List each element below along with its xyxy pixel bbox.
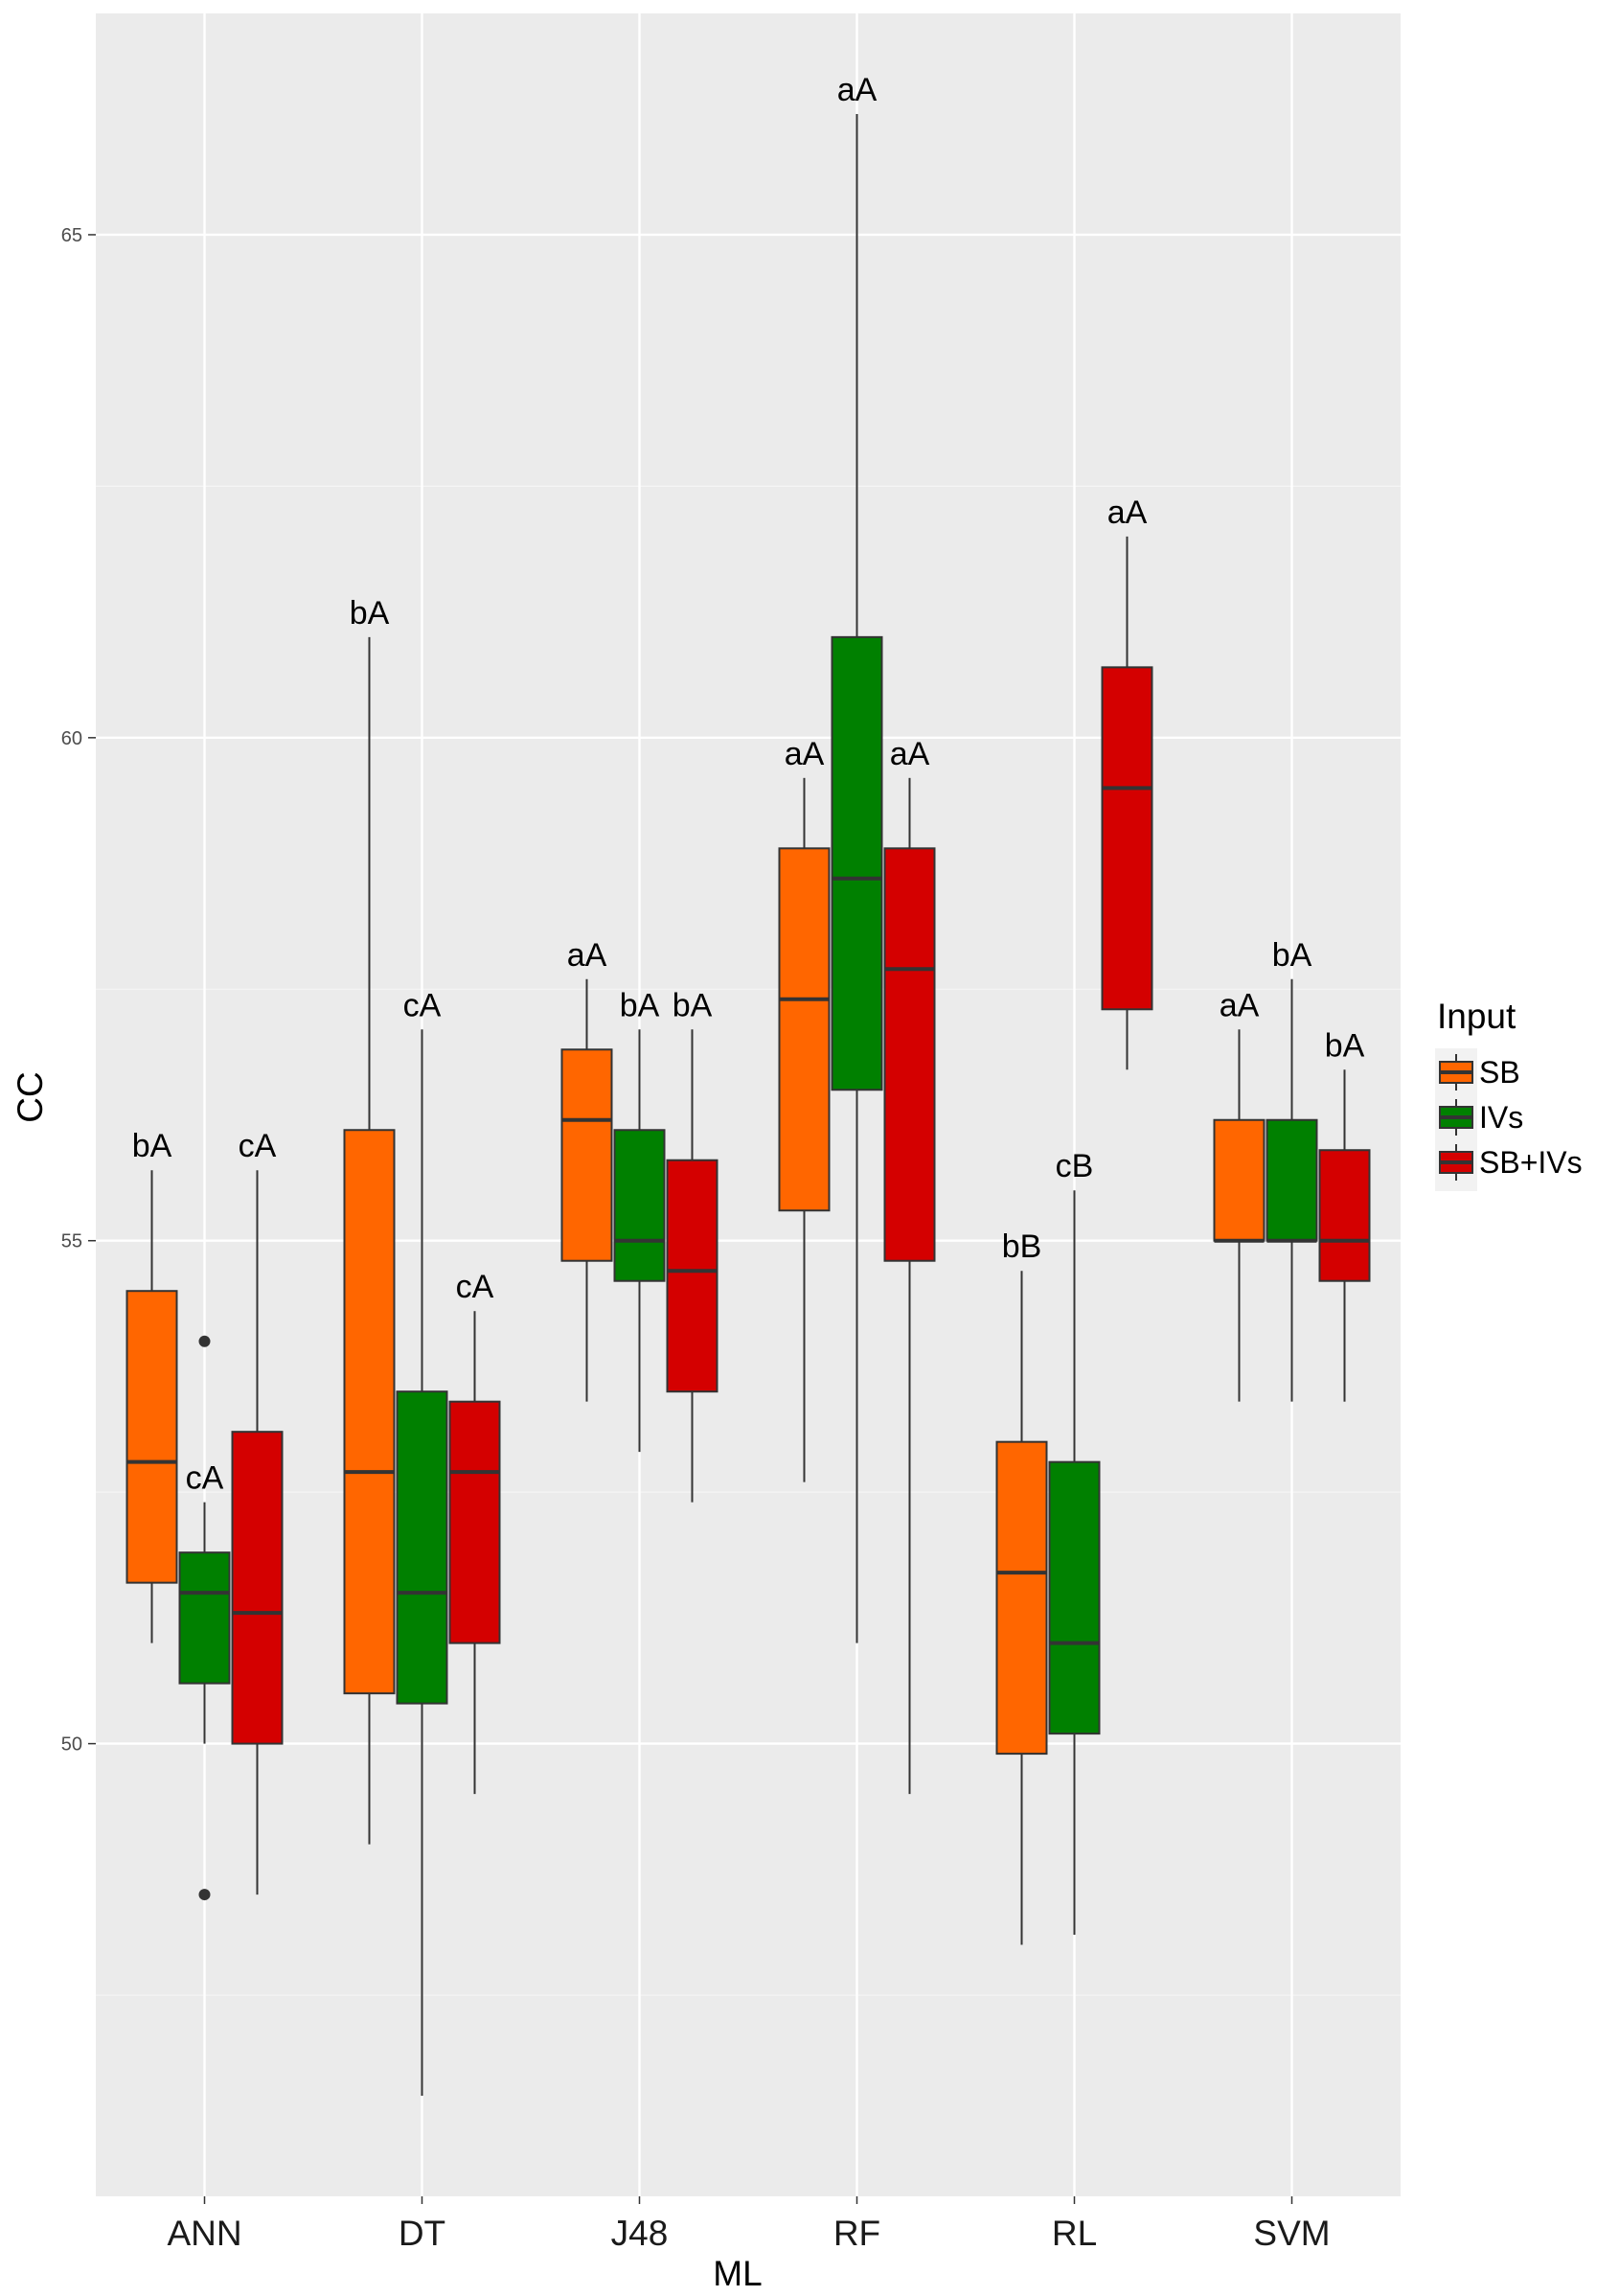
box-ann-sb bbox=[125, 1170, 178, 1643]
box-body bbox=[1101, 666, 1153, 1011]
legend: Input SB IVs SB+IVs bbox=[1435, 997, 1583, 1191]
box-svm-sb bbox=[1213, 1029, 1266, 1402]
significance-label: bA bbox=[620, 987, 660, 1023]
significance-label: bA bbox=[1272, 937, 1312, 974]
y-axis: 50 55 60 65 bbox=[61, 225, 96, 1756]
legend-item-sb: SB bbox=[1439, 1054, 1520, 1091]
box-svm-sb-ivs bbox=[1318, 1069, 1371, 1402]
outlier-point bbox=[198, 1889, 211, 1901]
legend-label: SB bbox=[1479, 1055, 1520, 1090]
x-axis: ANN DT J48 RF RL SVM bbox=[167, 2196, 1331, 2253]
legend-item-sb-ivs: SB+IVs bbox=[1439, 1144, 1583, 1181]
significance-labels: bA bA aA aA bB aA cA cA bA aA cB bA cA cA bA aA aA bA bbox=[132, 72, 1365, 1497]
significance-label: aA bbox=[1107, 494, 1148, 531]
box-rf-ivs bbox=[831, 113, 883, 1643]
significance-label: bB bbox=[1002, 1228, 1042, 1265]
box-body bbox=[178, 1551, 231, 1685]
x-tick-label: RF bbox=[833, 2214, 880, 2253]
significance-label: aA bbox=[785, 736, 825, 772]
box-body bbox=[995, 1440, 1048, 1756]
y-axis-title: CC bbox=[11, 1071, 50, 1122]
plot-panel bbox=[96, 13, 1401, 2196]
y-tick-label: 55 bbox=[61, 1231, 82, 1252]
significance-label: aA bbox=[1220, 987, 1260, 1023]
box-body bbox=[666, 1159, 718, 1393]
box-body bbox=[231, 1431, 284, 1745]
box-rl-sb bbox=[995, 1271, 1048, 1945]
box-body bbox=[1266, 1118, 1318, 1242]
x-tick-label: RL bbox=[1052, 2214, 1097, 2253]
x-tick-label: DT bbox=[399, 2214, 445, 2253]
box-body bbox=[1048, 1460, 1101, 1735]
box-body bbox=[831, 635, 883, 1091]
box-ann-sb-ivs bbox=[231, 1170, 284, 1895]
significance-label: cA bbox=[186, 1460, 224, 1497]
box-rf-sb-ivs bbox=[883, 777, 936, 1795]
box-body bbox=[343, 1129, 396, 1695]
box-j48-sb bbox=[560, 978, 613, 1402]
significance-label: cA bbox=[403, 987, 442, 1023]
significance-label: bA bbox=[673, 987, 713, 1023]
box-body bbox=[778, 847, 831, 1212]
legend-label: SB+IVs bbox=[1479, 1145, 1583, 1180]
box-rf-sb bbox=[778, 777, 831, 1482]
box-ann-ivs bbox=[178, 1335, 231, 1901]
x-axis-title: ML bbox=[713, 2254, 762, 2293]
legend-item-ivs: IVs bbox=[1439, 1099, 1523, 1136]
outlier-point bbox=[198, 1335, 211, 1347]
y-tick-label: 65 bbox=[61, 225, 82, 246]
box-body bbox=[1318, 1149, 1371, 1282]
box-dt-ivs bbox=[396, 1029, 448, 2097]
box-j48-sb-ivs bbox=[666, 1029, 718, 1503]
box-dt-sb-ivs bbox=[448, 1311, 501, 1795]
box-body bbox=[396, 1390, 448, 1705]
box-rl-ivs bbox=[1048, 1190, 1101, 1936]
x-tick-label: ANN bbox=[167, 2214, 241, 2253]
legend-title: Input bbox=[1437, 997, 1516, 1036]
x-tick-label: J48 bbox=[611, 2214, 669, 2253]
significance-label: cA bbox=[456, 1269, 494, 1305]
significance-label: cA bbox=[239, 1128, 277, 1164]
box-series bbox=[125, 113, 1371, 2097]
significance-label: aA bbox=[837, 72, 878, 108]
y-tick-label: 60 bbox=[61, 728, 82, 749]
box-body bbox=[1213, 1118, 1266, 1242]
box-body bbox=[448, 1400, 501, 1644]
box-body bbox=[613, 1129, 666, 1282]
x-tick-label: SVM bbox=[1253, 2214, 1330, 2253]
box-j48-ivs bbox=[613, 1029, 666, 1453]
box-dt-sb bbox=[343, 636, 396, 1845]
legend-label: IVs bbox=[1479, 1100, 1523, 1135]
significance-label: aA bbox=[567, 937, 607, 974]
box-svm-ivs bbox=[1266, 978, 1318, 1402]
significance-label: bA bbox=[132, 1128, 172, 1164]
box-body bbox=[125, 1290, 178, 1584]
box-rl-sb-ivs bbox=[1101, 536, 1153, 1070]
box-body bbox=[883, 847, 936, 1262]
y-tick-label: 50 bbox=[61, 1734, 82, 1756]
significance-label: cB bbox=[1056, 1148, 1094, 1184]
significance-label: bA bbox=[1325, 1027, 1365, 1064]
significance-label: bA bbox=[350, 595, 390, 631]
box-body bbox=[560, 1048, 613, 1262]
significance-label: aA bbox=[890, 736, 930, 772]
